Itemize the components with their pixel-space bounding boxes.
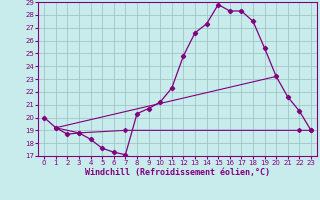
X-axis label: Windchill (Refroidissement éolien,°C): Windchill (Refroidissement éolien,°C) [85,168,270,177]
